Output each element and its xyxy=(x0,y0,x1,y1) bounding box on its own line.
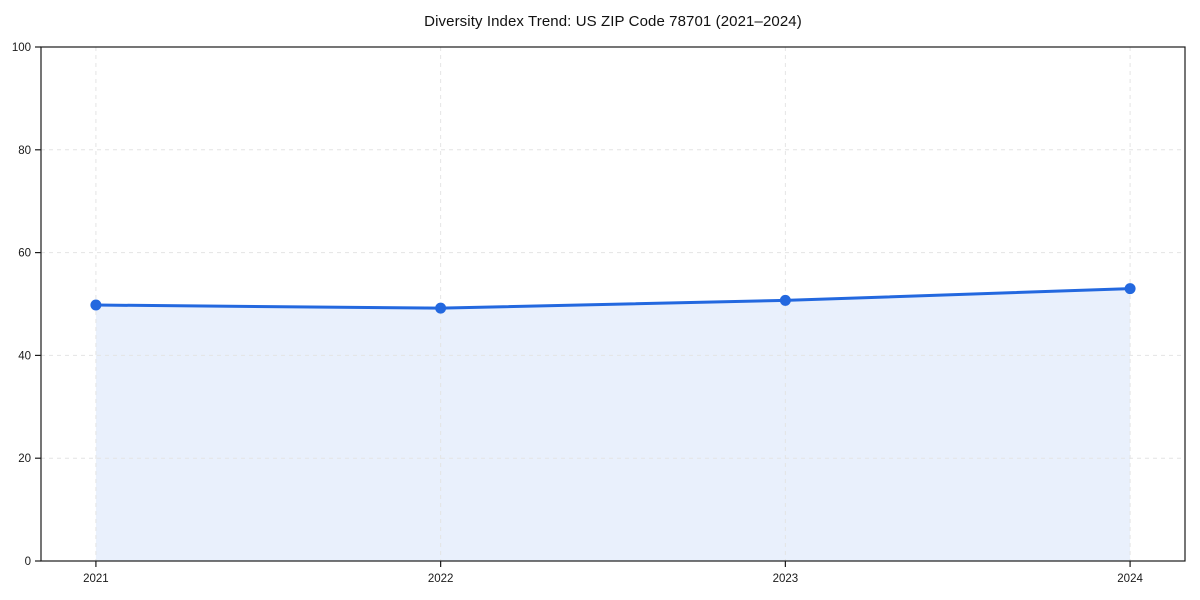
y-tick-label: 60 xyxy=(18,248,31,260)
y-tick-label: 80 xyxy=(18,145,31,157)
x-tick-label: 2023 xyxy=(773,573,799,585)
chart-title: Diversity Index Trend: US ZIP Code 78701… xyxy=(424,13,802,30)
data-point-marker xyxy=(90,299,102,311)
data-point-marker xyxy=(435,302,447,314)
y-tick-label: 40 xyxy=(18,350,31,362)
plot-border xyxy=(40,46,1186,562)
data-point-marker xyxy=(779,294,791,306)
y-tick-label: 20 xyxy=(18,453,31,465)
x-tick-label: 2021 xyxy=(83,573,109,585)
x-tick-label: 2022 xyxy=(428,573,454,585)
trend-line xyxy=(94,287,1132,310)
area-fill xyxy=(95,288,1131,561)
data-point-marker xyxy=(1124,283,1136,295)
x-tick-label: 2024 xyxy=(1117,573,1143,585)
y-tick-label: 0 xyxy=(25,556,31,568)
y-tick-label: 100 xyxy=(12,42,31,54)
